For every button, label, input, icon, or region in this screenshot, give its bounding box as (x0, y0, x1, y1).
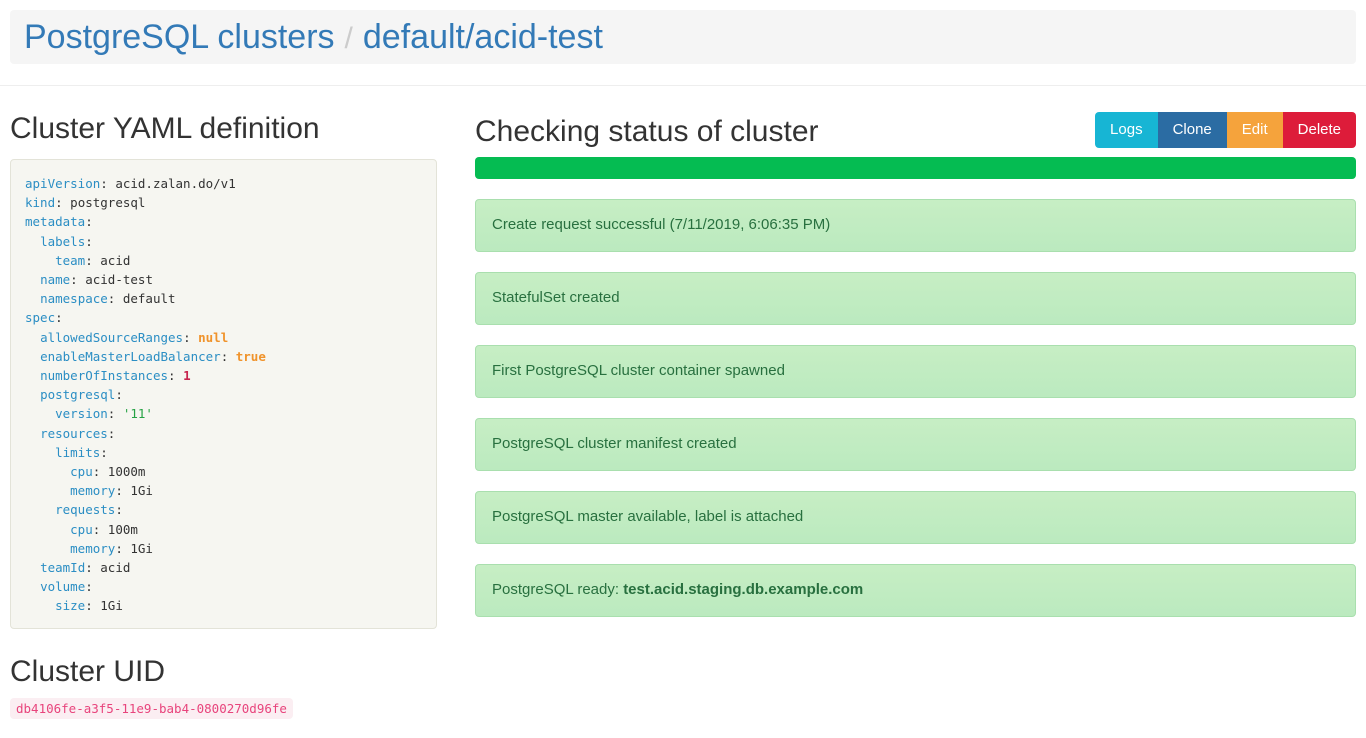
status-message-text: StatefulSet created (492, 289, 620, 306)
status-message-text: Create request successful (7/11/2019, 6:… (492, 216, 831, 233)
status-message-list: Create request successful (7/11/2019, 6:… (475, 199, 1356, 617)
status-header-row: Checking status of cluster Logs Clone Edit… (475, 112, 1356, 148)
header-divider (0, 85, 1366, 86)
yaml-key: volume (40, 579, 86, 595)
yaml-key: cpu (70, 521, 93, 537)
yaml-key: version (55, 406, 108, 422)
yaml-key: size (55, 598, 86, 614)
yaml-value: 1 (183, 368, 191, 384)
status-section-title: Checking status of cluster (475, 115, 819, 148)
cluster-action-button-group: Logs Clone Edit Delete (1095, 112, 1356, 148)
yaml-value: 1Gi (130, 540, 153, 556)
status-progress-track (475, 157, 1356, 179)
status-message-text: First PostgreSQL cluster container spawn… (492, 362, 785, 379)
yaml-key: requests (55, 502, 116, 518)
breadcrumb-bar: PostgreSQL clusters / default/acid-test (10, 10, 1356, 64)
page-body: Cluster YAML definition apiVersion: acid… (0, 86, 1366, 719)
yaml-key: teamId (40, 560, 86, 576)
yaml-value: 100m (107, 521, 138, 537)
status-progress-bar (475, 157, 1356, 179)
yaml-key: memory (70, 540, 116, 556)
status-column: Checking status of cluster Logs Clone Edit… (465, 86, 1356, 637)
status-message-hostname: test.acid.staging.db.example.com (623, 581, 864, 598)
yaml-section-title: Cluster YAML definition (10, 112, 320, 145)
yaml-value: '11' (122, 406, 153, 422)
yaml-key: resources (40, 425, 108, 441)
cluster-uid-title: Cluster UID (10, 654, 166, 688)
yaml-value: 1Gi (100, 598, 123, 614)
breadcrumb-link-current-cluster[interactable]: default/acid-test (362, 18, 603, 56)
cluster-uid-value: db4106fe-a3f5-11e9-bab4-0800270d96fe (10, 697, 293, 719)
yaml-value: acid.zalan.do/v1 (115, 176, 236, 191)
yaml-value: null (198, 329, 229, 345)
cluster-yaml-definition: apiVersion: acid.zalan.do/v1 kind: postg… (10, 159, 437, 629)
edit-button[interactable]: Edit (1226, 112, 1283, 148)
yaml-value: acid-test (85, 272, 153, 288)
yaml-key: postgresql (40, 387, 116, 403)
status-message-alert: Create request successful (7/11/2019, 6:… (475, 199, 1356, 252)
yaml-key: cpu (70, 464, 93, 480)
delete-button[interactable]: Delete (1282, 112, 1356, 148)
yaml-column: Cluster YAML definition apiVersion: acid… (10, 86, 465, 719)
yaml-key: limits (55, 444, 101, 460)
status-message-text: PostgreSQL cluster manifest created (492, 435, 737, 452)
yaml-key: namespace (40, 291, 108, 307)
yaml-key: enableMasterLoadBalancer (40, 348, 221, 364)
yaml-value: 1000m (107, 464, 146, 480)
yaml-value: postgresql (70, 195, 146, 211)
yaml-value: acid (100, 560, 131, 576)
yaml-key: spec (25, 310, 56, 326)
breadcrumb: PostgreSQL clusters / default/acid-test (24, 20, 603, 54)
yaml-key: team (55, 252, 86, 268)
yaml-key: allowedSourceRanges (40, 329, 184, 345)
yaml-value: default (122, 291, 176, 307)
yaml-key: name (40, 272, 71, 288)
logs-button[interactable]: Logs (1095, 112, 1158, 148)
yaml-key: metadata (25, 214, 86, 230)
yaml-value: 1Gi (130, 483, 153, 499)
yaml-key: numberOfInstances (40, 368, 168, 384)
status-message-text: PostgreSQL ready: (492, 581, 624, 598)
status-message-alert: StatefulSet created (475, 272, 1356, 325)
status-message-alert: First PostgreSQL cluster container spawn… (475, 345, 1356, 398)
yaml-value: acid (100, 252, 131, 268)
yaml-value: true (235, 348, 266, 364)
status-message-text: PostgreSQL master available, label is at… (492, 508, 804, 525)
breadcrumb-link-clusters[interactable]: PostgreSQL clusters (24, 18, 335, 56)
breadcrumb-separator: / (344, 22, 353, 55)
status-message-alert: PostgreSQL cluster manifest created (475, 418, 1356, 471)
status-message-alert: PostgreSQL master available, label is at… (475, 491, 1356, 544)
status-message-alert: PostgreSQL ready: test.acid.staging.db.e… (475, 564, 1356, 617)
yaml-key: apiVersion (25, 176, 101, 191)
yaml-key: labels (40, 233, 86, 249)
yaml-key: kind (25, 195, 56, 211)
yaml-key: memory (70, 483, 116, 499)
clone-button[interactable]: Clone (1157, 112, 1227, 148)
